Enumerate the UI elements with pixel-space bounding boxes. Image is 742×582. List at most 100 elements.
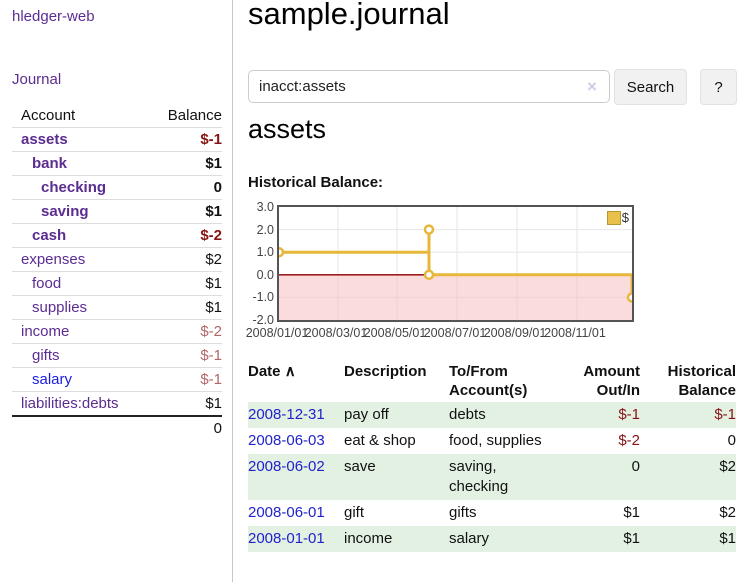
account-balance: $-1 bbox=[151, 343, 222, 368]
legend-label: $ bbox=[621, 210, 629, 225]
sidebar-item-journal[interactable]: Journal bbox=[12, 71, 62, 88]
legend-swatch-icon bbox=[606, 210, 621, 225]
sort-asc-icon: ∧ bbox=[284, 363, 296, 380]
y-tick-label: 3.0 bbox=[256, 200, 274, 214]
search-input[interactable] bbox=[248, 70, 610, 103]
account-link-saving[interactable]: saving bbox=[41, 203, 89, 220]
account-balance: $2 bbox=[151, 247, 222, 272]
account-row: income $-2 bbox=[12, 319, 222, 344]
register-header-date[interactable]: Date ∧ bbox=[248, 360, 344, 402]
account-balance: $1 bbox=[151, 391, 222, 416]
account-balance: 0 bbox=[151, 175, 222, 200]
account-link-expenses[interactable]: expenses bbox=[21, 251, 86, 268]
account-row: saving $1 bbox=[12, 199, 222, 224]
account-row: supplies $1 bbox=[12, 295, 222, 320]
accounts-header-line2: Account(s) bbox=[449, 382, 528, 399]
transaction-date-link[interactable]: 2008-06-03 bbox=[248, 432, 325, 449]
register-header-balance: Historical Balance bbox=[640, 360, 736, 402]
y-tick-label: -2.0 bbox=[252, 313, 274, 327]
account-balance: $1 bbox=[151, 295, 222, 320]
account-link-salary[interactable]: salary bbox=[32, 371, 73, 388]
main-content: sample.journal × Search ? assets Histori… bbox=[245, 0, 742, 582]
y-tick-label: 1.0 bbox=[256, 245, 274, 259]
transaction-description: income bbox=[344, 530, 393, 547]
transaction-amount: $-1 bbox=[618, 406, 640, 423]
chart-canvas bbox=[279, 207, 632, 320]
account-row: salary $-1 bbox=[12, 367, 222, 392]
transaction-date-link[interactable]: 2008-01-01 bbox=[248, 530, 325, 547]
account-row: expenses $2 bbox=[12, 247, 222, 272]
transaction-date-link[interactable]: 2008-06-01 bbox=[248, 504, 325, 521]
account-link-assets[interactable]: assets bbox=[21, 131, 68, 148]
account-link-liabilities-debts[interactable]: liabilities:debts bbox=[21, 395, 119, 412]
account-row: assets $-1 bbox=[12, 127, 222, 152]
account-link-supplies[interactable]: supplies bbox=[32, 299, 88, 316]
x-tick-label: 2008/11/01 bbox=[544, 326, 606, 340]
clear-search-icon[interactable]: × bbox=[587, 77, 597, 96]
amount-header-line2: Out/In bbox=[596, 382, 640, 399]
transaction-amount: $1 bbox=[623, 530, 640, 547]
search-button[interactable]: Search bbox=[614, 69, 687, 105]
register-header-row: Date ∧ Description To/From Account(s) Am… bbox=[248, 360, 736, 402]
account-link-checking[interactable]: checking bbox=[41, 179, 107, 196]
x-tick-label: 2008/05/01 bbox=[363, 326, 427, 340]
register-table: Date ∧ Description To/From Account(s) Am… bbox=[248, 360, 736, 552]
account-balance: $1 bbox=[151, 151, 222, 176]
x-tick-label: 2008/01/01 bbox=[245, 326, 309, 340]
account-link-cash[interactable]: cash bbox=[32, 227, 67, 244]
accounts-table-header: Account Balance bbox=[12, 104, 222, 128]
account-row: cash $-2 bbox=[12, 223, 222, 248]
accounts-header-balance: Balance bbox=[167, 107, 222, 124]
transaction-accounts: salary bbox=[449, 530, 490, 547]
x-tick-label: 2008/07/01 bbox=[423, 326, 487, 340]
app-title-link[interactable]: hledger-web bbox=[12, 8, 95, 25]
date-header-label: Date bbox=[248, 363, 281, 380]
historical-balance-chart[interactable]: $ bbox=[277, 205, 634, 322]
accounts-header-account: Account bbox=[21, 107, 76, 124]
chart-legend: $ bbox=[606, 210, 629, 225]
transaction-accounts: saving, checking bbox=[449, 458, 509, 495]
account-balance: $1 bbox=[151, 271, 222, 296]
transaction-balance: 0 bbox=[727, 432, 736, 449]
accounts-header-line1: To/From bbox=[449, 363, 508, 380]
y-tick-label: 0.0 bbox=[256, 268, 274, 282]
search-help-button[interactable]: ? bbox=[700, 69, 737, 105]
account-link-food[interactable]: food bbox=[32, 275, 62, 292]
transaction-date-link[interactable]: 2008-06-02 bbox=[248, 458, 325, 475]
account-link-income[interactable]: income bbox=[21, 323, 70, 340]
register-row: 2008-06-02 save saving, checking 0 $2 bbox=[248, 454, 736, 500]
sidebar: hledger-web Journal Account Balance asse… bbox=[0, 0, 233, 582]
register-row: 2008-01-01 income salary $1 $1 bbox=[248, 526, 736, 552]
transaction-description: eat & shop bbox=[344, 432, 416, 449]
transaction-balance: $2 bbox=[719, 458, 736, 475]
account-balance: $-1 bbox=[151, 367, 222, 392]
x-tick-label: 2008/09/01 bbox=[483, 326, 547, 340]
account-link-gifts[interactable]: gifts bbox=[32, 347, 60, 364]
x-tick-label: 2008/03/01 bbox=[304, 326, 368, 340]
accounts-total: 0 bbox=[151, 415, 222, 440]
account-row: liabilities:debts $1 bbox=[12, 391, 222, 416]
y-tick-label: -1.0 bbox=[252, 290, 274, 304]
register-header-amount: Amount Out/In bbox=[553, 360, 640, 402]
balance-line bbox=[279, 228, 632, 298]
transaction-description: gift bbox=[344, 504, 365, 521]
register-header-description: Description bbox=[344, 363, 427, 380]
account-balance: $-2 bbox=[151, 319, 222, 344]
balance-header-line2: Balance bbox=[678, 382, 736, 399]
transaction-accounts: gifts bbox=[449, 504, 477, 521]
transaction-balance: $-1 bbox=[714, 406, 736, 423]
account-balance: $-2 bbox=[151, 223, 222, 248]
transaction-description: save bbox=[344, 458, 376, 475]
account-row: gifts $-1 bbox=[12, 343, 222, 368]
transaction-balance: $2 bbox=[719, 504, 736, 521]
transaction-description: pay off bbox=[344, 406, 389, 423]
account-row: food $1 bbox=[12, 271, 222, 296]
data-points bbox=[279, 224, 632, 303]
transaction-amount: 0 bbox=[631, 458, 640, 475]
transaction-amount: $1 bbox=[623, 504, 640, 521]
balance-header-line1: Historical bbox=[667, 363, 736, 380]
account-link-bank[interactable]: bank bbox=[32, 155, 68, 172]
account-heading: assets bbox=[248, 114, 327, 144]
account-row: bank $1 bbox=[12, 151, 222, 176]
transaction-date-link[interactable]: 2008-12-31 bbox=[248, 406, 325, 423]
